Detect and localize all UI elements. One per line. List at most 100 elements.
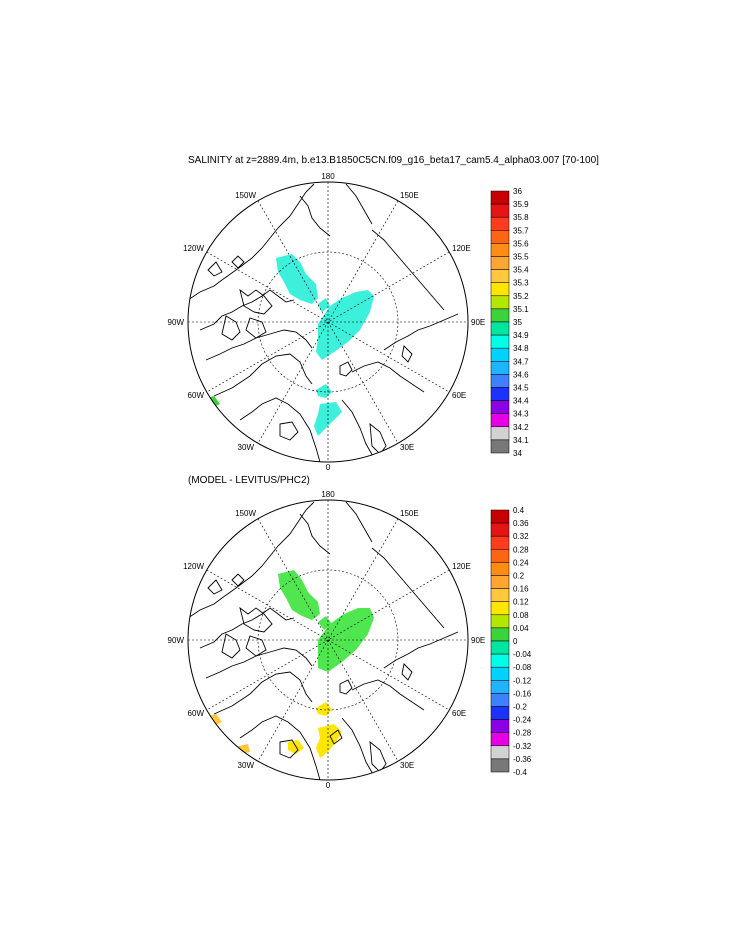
colorbar-label: 35.8	[513, 213, 529, 222]
colorbar-label: 35.9	[513, 200, 529, 209]
colorbar-label: 0.16	[513, 585, 529, 594]
colorbar-swatch	[490, 627, 510, 642]
colorbar-label: -0.28	[513, 729, 532, 738]
colorbar-label: 34.3	[513, 410, 529, 419]
colorbar-label: 34.6	[513, 370, 529, 379]
panel-1-map: 180 150E 120E 90E 60E 30E 0 30W 60W 90W …	[168, 172, 486, 472]
colorbar-label: 34.2	[513, 423, 529, 432]
colorbar-swatch	[490, 614, 510, 629]
colorbar-label: 34.8	[513, 344, 529, 353]
lon-label-0: 0	[326, 463, 331, 472]
colorbar-swatch	[490, 439, 510, 454]
colorbar-swatch	[490, 295, 510, 310]
lon-label-60w: 60W	[188, 709, 205, 718]
lon-label-60e: 60E	[452, 391, 466, 400]
colorbar-swatch	[490, 549, 510, 563]
colorbar-swatch	[490, 347, 510, 362]
colorbar-swatch	[490, 732, 510, 747]
salinity-patch-eurasian-basin	[316, 290, 374, 360]
colorbar-label: -0.16	[513, 689, 532, 698]
colorbar-label: 0.08	[513, 611, 529, 620]
diff-patch-beaufort	[278, 570, 320, 620]
colorbar-swatch	[490, 413, 510, 428]
salinity-patch-beaufort	[276, 254, 318, 304]
colorbar-swatch	[490, 400, 510, 414]
lon-label-90e: 90E	[471, 636, 485, 645]
colorbar-swatch	[490, 256, 510, 270]
colorbar-label: -0.04	[513, 650, 532, 659]
colorbar-swatch	[490, 426, 510, 441]
colorbar-label: -0.36	[513, 755, 532, 764]
lon-label-150e: 150E	[400, 509, 419, 518]
panel-2-lon-labels: 180 150E 120E 90E 60E 30E 0 30W 60W 90W …	[168, 490, 486, 790]
lon-label-90e: 90E	[471, 318, 485, 327]
lon-label-150w: 150W	[235, 509, 256, 518]
lon-label-120w: 120W	[183, 244, 204, 253]
panel-2-coastlines	[188, 501, 459, 780]
colorbar-swatch	[490, 745, 510, 760]
colorbar-swatch	[490, 203, 510, 218]
diff-patch-makarov	[318, 616, 332, 630]
colorbar-swatch	[490, 361, 510, 375]
colorbar-label: -0.4	[513, 768, 527, 777]
lon-label-120e: 120E	[452, 244, 471, 253]
colorbar-label: 35	[513, 318, 522, 327]
colorbar-label: -0.24	[513, 716, 532, 725]
diff-patch-greenland-sea	[316, 724, 342, 758]
colorbar-swatch	[490, 190, 510, 205]
colorbar-swatch	[490, 269, 510, 283]
colorbar-label: -0.2	[513, 703, 527, 712]
colorbar-label: 0.32	[513, 532, 529, 541]
panel-1-coastlines	[188, 183, 459, 462]
salinity-patch-makarov	[318, 298, 330, 312]
colorbar-label: -0.12	[513, 676, 532, 685]
colorbar-label: 35.6	[513, 239, 529, 248]
lon-label-90w: 90W	[168, 318, 185, 327]
colorbar-label: 34.7	[513, 357, 529, 366]
panel-2-graticule	[188, 500, 468, 780]
colorbar-label: 35.1	[513, 305, 529, 314]
lon-label-30e: 30E	[400, 761, 414, 770]
colorbar-label: 0.2	[513, 572, 525, 581]
colorbar-swatch	[490, 308, 510, 323]
panel-1-title: SALINITY at z=2889.4m, b.e13.B1850C5CN.f…	[188, 155, 599, 166]
colorbar-swatch	[490, 387, 510, 401]
panel-1-graticule	[188, 182, 468, 462]
colorbar-label: -0.08	[513, 663, 532, 672]
salinity-patch-edge-green-2	[232, 430, 240, 436]
panel-1-colorbar: 36 35.9 35.8 35.7 35.6 35.5 35.4 35.3 35.2 35.1 35…	[490, 187, 529, 458]
colorbar-swatch	[490, 601, 510, 616]
colorbar-label: 35.5	[513, 253, 529, 262]
panel-2-colorbar: 0.4 0.36 0.32 0.28 0.24 0.2 0.16 0.12 0.08 0.04 0 -…	[490, 506, 532, 777]
lon-label-120w: 120W	[183, 562, 204, 571]
panel-1-lon-labels: 180 150E 120E 90E 60E 30E 0 30W 60W 90W …	[168, 172, 486, 472]
lon-label-150e: 150E	[400, 191, 419, 200]
colorbar-label: 35.2	[513, 292, 529, 301]
colorbar-swatch	[490, 562, 510, 576]
panel-1-map-border	[187, 181, 469, 463]
colorbar-label: 34.4	[513, 397, 529, 406]
colorbar-label: 0.24	[513, 558, 529, 567]
panel-2-map: 180 150E 120E 90E 60E 30E 0 30W 60W 90W …	[168, 490, 486, 790]
colorbar-label: 35.4	[513, 266, 529, 275]
lon-label-30e: 30E	[400, 443, 414, 452]
colorbar-label: 0.36	[513, 519, 529, 528]
lon-label-180: 180	[321, 490, 335, 499]
lon-label-0: 0	[326, 781, 331, 790]
colorbar-swatch	[490, 680, 510, 694]
colorbar-swatch	[490, 588, 510, 602]
lon-label-150w: 150W	[235, 191, 256, 200]
colorbar-label: 35.7	[513, 226, 529, 235]
colorbar-label: 34.5	[513, 384, 529, 393]
colorbar-swatch	[490, 575, 510, 589]
colorbar-swatch	[490, 535, 510, 550]
colorbar-swatch	[490, 522, 510, 537]
colorbar-swatch	[490, 509, 510, 524]
lon-label-90w: 90W	[168, 636, 185, 645]
salinity-patch-fram	[316, 384, 332, 398]
colorbar-label: 0	[513, 637, 518, 646]
colorbar-swatch	[490, 334, 510, 349]
colorbar-swatch	[490, 693, 510, 707]
colorbar-swatch	[490, 374, 510, 388]
